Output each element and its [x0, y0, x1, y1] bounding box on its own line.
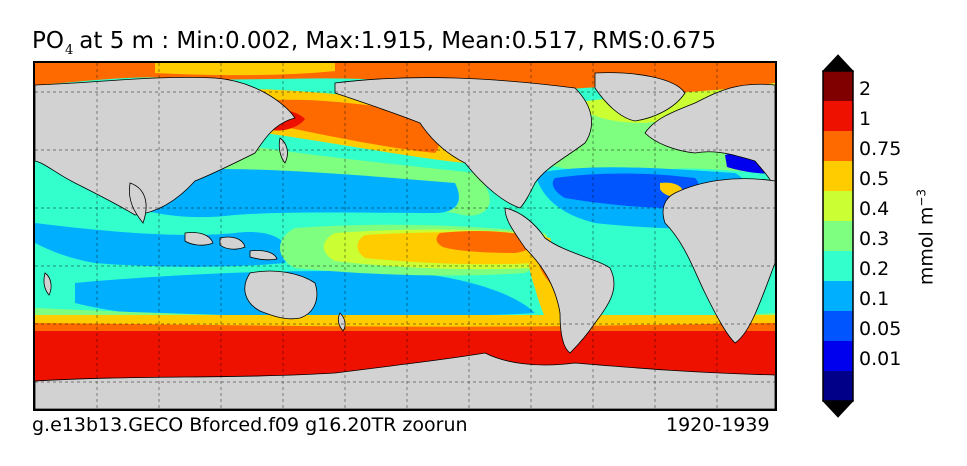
colorbar-tick-label: 0.05: [859, 318, 902, 340]
graticule: [35, 63, 775, 409]
colorbar-segment: [823, 221, 853, 251]
colorbar: [822, 54, 854, 418]
title-text: at 5 m : Min:0.002, Max:1.915, Mean:0.51…: [79, 28, 717, 54]
title-subscript: 4: [64, 43, 74, 58]
colorbar-frame: [822, 70, 854, 402]
colorbar-segments: [823, 71, 853, 401]
ocean-field-map: [35, 63, 775, 409]
map-title: PO4 at 5 m : Min:0.002, Max:1.915, Mean:0…: [32, 28, 717, 58]
colorbar-extend-bottom: [822, 400, 854, 418]
contour-eq-orange: [436, 230, 536, 253]
contour-arctic-yellow: [155, 63, 335, 76]
colorbar-segment: [823, 191, 853, 221]
colorbar-segment: [823, 161, 853, 191]
colorbar-tick-label: 1: [859, 108, 872, 130]
colorbar-tick-label: 0.4: [859, 198, 890, 220]
colorbar-segment: [823, 341, 853, 371]
units-base: mmol m: [915, 206, 938, 286]
colorbar-segment: [823, 101, 853, 131]
units-exponent: −3: [914, 188, 929, 207]
colorbar-segment: [823, 371, 853, 401]
colorbar-units: mmol m−3: [914, 189, 937, 285]
colorbar-segment: [823, 311, 853, 341]
colorbar-tick-label: 0.75: [859, 138, 902, 160]
colorbar-tick-label: 0.3: [859, 228, 890, 250]
contour-sargasso: [552, 173, 699, 208]
colorbar-segment: [823, 251, 853, 281]
colorbar-segment: [823, 131, 853, 161]
colorbar-tick-label: 2: [859, 78, 872, 100]
colorbar-tick-label: 0.2: [859, 258, 890, 280]
map-panel: [33, 61, 777, 411]
run-name: g.e13b13.GECO Bforced.f09 g16.20TR zooru…: [32, 414, 468, 436]
colorbar-tick-label: 0.5: [859, 168, 890, 190]
colorbar-extend-top: [822, 54, 854, 72]
landmasses: [35, 72, 775, 409]
contour-ntrop-blue: [125, 168, 459, 218]
colorbar-segment: [823, 71, 853, 101]
contour-indian-blue: [35, 223, 288, 267]
colorbar-tick-label: 0.1: [859, 288, 890, 310]
year-range: 1920-1939: [666, 414, 770, 436]
colorbar-segment: [823, 281, 853, 311]
title-variable: PO: [32, 28, 64, 54]
colorbar-tick-label: 0.01: [859, 348, 902, 370]
